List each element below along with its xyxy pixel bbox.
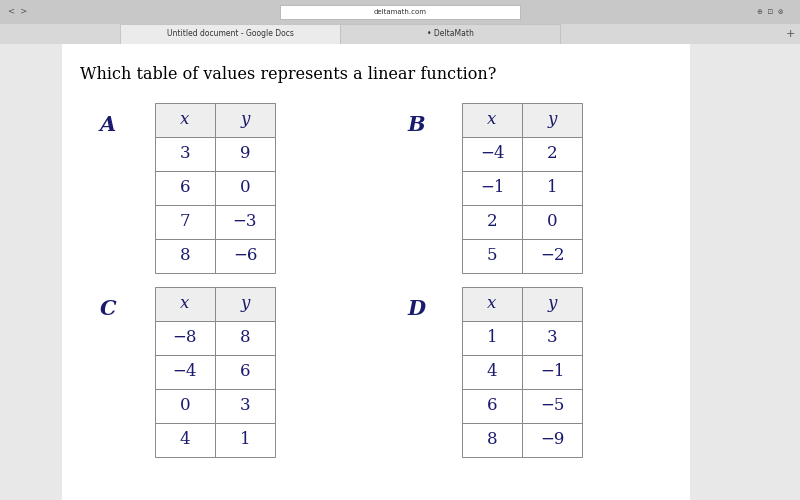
Text: 4: 4 xyxy=(486,364,498,380)
Bar xyxy=(62,44,690,500)
Bar xyxy=(155,205,215,239)
Bar xyxy=(462,287,522,321)
Text: 9: 9 xyxy=(240,146,250,162)
Bar xyxy=(522,103,582,137)
Text: x: x xyxy=(487,112,497,128)
Text: −8: −8 xyxy=(173,330,198,346)
Bar xyxy=(155,321,215,355)
Text: 0: 0 xyxy=(546,214,558,230)
Text: 3: 3 xyxy=(240,398,250,414)
Bar xyxy=(155,389,215,423)
Text: deltamath.com: deltamath.com xyxy=(374,9,426,15)
Text: x: x xyxy=(180,112,190,128)
Text: −2: −2 xyxy=(540,248,564,264)
Bar xyxy=(462,321,522,355)
Bar xyxy=(522,239,582,273)
Bar xyxy=(155,171,215,205)
Text: Untitled document - Google Docs: Untitled document - Google Docs xyxy=(166,30,294,38)
Text: −6: −6 xyxy=(233,248,257,264)
Text: ⊕  ⊡  ⊗: ⊕ ⊡ ⊗ xyxy=(757,9,783,15)
Text: 1: 1 xyxy=(486,330,498,346)
Text: 5: 5 xyxy=(486,248,498,264)
Bar xyxy=(215,137,275,171)
Text: 6: 6 xyxy=(240,364,250,380)
Text: −9: −9 xyxy=(540,432,564,448)
Bar xyxy=(522,205,582,239)
Bar xyxy=(522,355,582,389)
Text: 8: 8 xyxy=(180,248,190,264)
Bar xyxy=(215,239,275,273)
Bar xyxy=(155,103,215,137)
Bar xyxy=(522,321,582,355)
Bar xyxy=(215,355,275,389)
Text: 8: 8 xyxy=(486,432,498,448)
Text: +: + xyxy=(786,29,794,39)
Text: 7: 7 xyxy=(180,214,190,230)
Text: A: A xyxy=(100,115,116,135)
Bar xyxy=(155,423,215,457)
Text: Which table of values represents a linear function?: Which table of values represents a linea… xyxy=(80,66,496,83)
Text: −1: −1 xyxy=(540,364,564,380)
Text: C: C xyxy=(100,299,117,319)
Bar xyxy=(462,171,522,205)
Bar xyxy=(462,103,522,137)
Text: 3: 3 xyxy=(546,330,558,346)
Bar xyxy=(522,423,582,457)
Text: 1: 1 xyxy=(546,180,558,196)
Text: x: x xyxy=(180,296,190,312)
Bar xyxy=(462,137,522,171)
Bar xyxy=(155,355,215,389)
Text: 2: 2 xyxy=(546,146,558,162)
Bar xyxy=(522,287,582,321)
Text: <  >: < > xyxy=(8,8,28,16)
Bar xyxy=(155,287,215,321)
Bar xyxy=(120,24,340,44)
Text: 0: 0 xyxy=(180,398,190,414)
Text: −1: −1 xyxy=(480,180,504,196)
Bar xyxy=(462,239,522,273)
Bar xyxy=(215,287,275,321)
Text: y: y xyxy=(547,112,557,128)
Bar xyxy=(462,389,522,423)
Bar xyxy=(522,389,582,423)
Text: 6: 6 xyxy=(486,398,498,414)
Text: y: y xyxy=(240,296,250,312)
Text: 8: 8 xyxy=(240,330,250,346)
Bar xyxy=(462,355,522,389)
Bar xyxy=(280,5,520,19)
Bar xyxy=(522,137,582,171)
Text: 6: 6 xyxy=(180,180,190,196)
Text: 3: 3 xyxy=(180,146,190,162)
Bar xyxy=(0,44,62,500)
Bar xyxy=(215,423,275,457)
Text: D: D xyxy=(407,299,425,319)
Text: 0: 0 xyxy=(240,180,250,196)
Bar xyxy=(215,389,275,423)
Text: −4: −4 xyxy=(173,364,198,380)
Bar xyxy=(0,0,800,24)
Text: B: B xyxy=(407,115,425,135)
Bar xyxy=(522,171,582,205)
Text: y: y xyxy=(240,112,250,128)
Bar xyxy=(340,24,560,44)
Bar xyxy=(690,44,800,500)
Bar xyxy=(215,103,275,137)
Text: • DeltaMath: • DeltaMath xyxy=(426,30,474,38)
Text: 2: 2 xyxy=(486,214,498,230)
Bar xyxy=(215,321,275,355)
Bar xyxy=(462,205,522,239)
Text: 1: 1 xyxy=(240,432,250,448)
Text: −4: −4 xyxy=(480,146,504,162)
Text: x: x xyxy=(487,296,497,312)
Bar xyxy=(462,423,522,457)
Bar xyxy=(155,137,215,171)
Text: 4: 4 xyxy=(180,432,190,448)
Text: y: y xyxy=(547,296,557,312)
Text: −3: −3 xyxy=(233,214,258,230)
Bar xyxy=(155,239,215,273)
Bar xyxy=(215,171,275,205)
Text: −5: −5 xyxy=(540,398,564,414)
Bar xyxy=(215,205,275,239)
Bar xyxy=(0,24,800,44)
